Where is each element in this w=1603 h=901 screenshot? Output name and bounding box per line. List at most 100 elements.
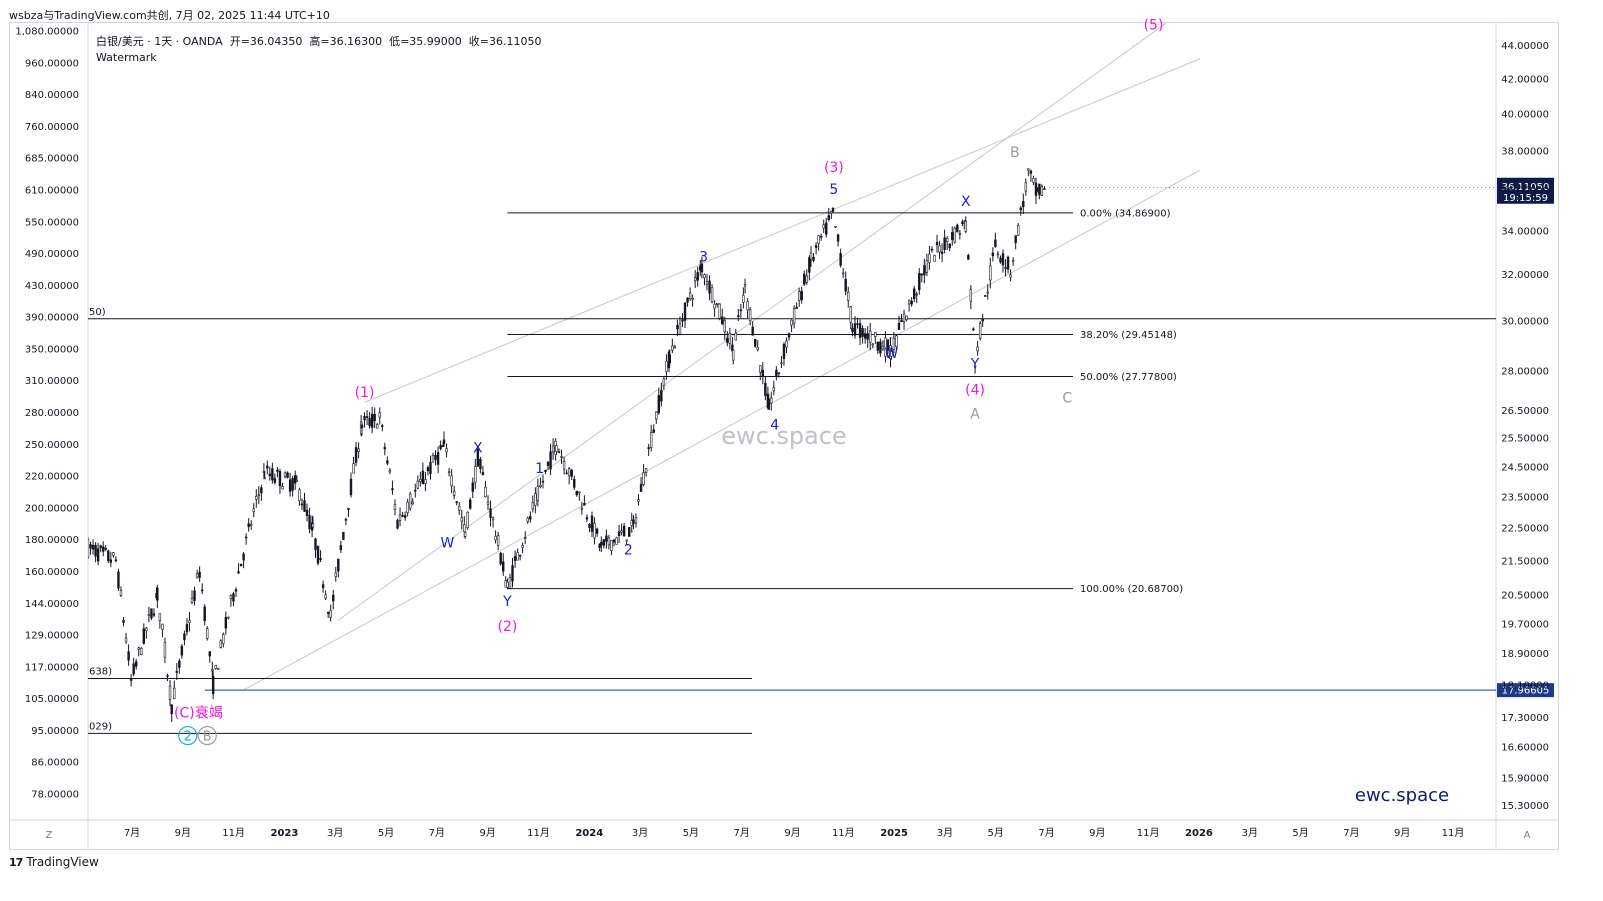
candle bbox=[232, 593, 235, 602]
candle bbox=[291, 478, 294, 491]
horizontal-line-price-tag[interactable] bbox=[1497, 683, 1554, 698]
channel-line[interactable] bbox=[243, 169, 1201, 691]
wave-label[interactable]: (2) bbox=[498, 619, 518, 635]
wave-label[interactable]: B bbox=[1010, 145, 1020, 161]
wave-label[interactable]: (1) bbox=[355, 385, 375, 401]
wave-label[interactable]: (3) bbox=[824, 160, 844, 176]
candle bbox=[1009, 274, 1012, 278]
right-axis-tick-label: 24.50000 bbox=[1501, 462, 1549, 473]
wave-label[interactable]: (5) bbox=[1144, 17, 1164, 33]
time-axis-tick-label: 5月 bbox=[988, 827, 1004, 839]
candle bbox=[920, 273, 924, 276]
time-axis-tick-label: 7月 bbox=[124, 827, 140, 839]
candle bbox=[295, 480, 299, 482]
candle bbox=[142, 628, 146, 644]
candle bbox=[549, 451, 552, 470]
candle bbox=[797, 291, 801, 301]
center-watermark: ewc.space bbox=[721, 422, 847, 450]
candle bbox=[193, 590, 196, 601]
current-price-tag[interactable] bbox=[1497, 177, 1554, 204]
candle bbox=[286, 472, 289, 478]
wave-label[interactable]: 3 bbox=[699, 249, 708, 265]
candle bbox=[1035, 187, 1039, 192]
candle bbox=[696, 272, 699, 281]
wave-label[interactable]: B bbox=[203, 730, 212, 745]
candle bbox=[278, 471, 282, 487]
candle bbox=[812, 256, 815, 261]
left-axis-tick-label: 610.00000 bbox=[25, 185, 79, 196]
wave-label[interactable]: C bbox=[1062, 390, 1072, 406]
wave-label[interactable]: A bbox=[970, 407, 980, 423]
time-axis-tick-label: 11月 bbox=[1442, 827, 1465, 839]
candle bbox=[173, 687, 176, 700]
candle bbox=[112, 552, 115, 556]
corner-left-button[interactable]: Z bbox=[46, 830, 53, 841]
candle bbox=[723, 319, 726, 333]
candle bbox=[203, 606, 206, 621]
level-label: 029) bbox=[89, 721, 112, 732]
wave-label[interactable]: 2 bbox=[184, 730, 192, 745]
left-axis-tick-label: 200.00000 bbox=[25, 503, 79, 514]
wave-label[interactable]: Y bbox=[502, 594, 512, 610]
candle bbox=[996, 253, 1000, 256]
candle bbox=[403, 515, 407, 518]
candle bbox=[541, 480, 545, 483]
candle bbox=[321, 584, 325, 589]
right-axis-tick-label: 25.50000 bbox=[1501, 434, 1549, 445]
candle bbox=[986, 291, 989, 294]
candle bbox=[1014, 235, 1017, 243]
candle bbox=[208, 651, 211, 657]
right-axis-tick-label: 22.50000 bbox=[1501, 524, 1549, 535]
candle bbox=[513, 556, 517, 561]
candle bbox=[94, 544, 97, 557]
wave-label[interactable]: Y bbox=[970, 356, 980, 372]
candle bbox=[329, 610, 332, 618]
candle bbox=[655, 411, 658, 420]
wave-label[interactable]: 衰竭 bbox=[195, 704, 223, 721]
candle bbox=[600, 541, 603, 546]
candle bbox=[991, 252, 995, 257]
candle bbox=[266, 465, 269, 469]
wave-circle bbox=[178, 725, 198, 746]
left-axis-tick-label: 180.00000 bbox=[25, 535, 79, 546]
wave-label[interactable]: 4 bbox=[770, 418, 779, 434]
wave-label[interactable]: (4) bbox=[965, 382, 985, 398]
candle bbox=[206, 628, 209, 639]
candle bbox=[419, 479, 422, 482]
candle bbox=[715, 303, 719, 305]
candle bbox=[861, 328, 864, 337]
channel-line[interactable] bbox=[364, 58, 1201, 403]
corner-right-button[interactable]: A bbox=[1524, 830, 1531, 841]
tradingview-logo[interactable]: 17 TradingView bbox=[9, 855, 99, 869]
candle bbox=[476, 449, 480, 467]
wave-label[interactable]: 5 bbox=[829, 182, 838, 198]
candle bbox=[560, 456, 563, 458]
symbol-info: 白银/美元 · 1天 · OANDA 开=36.04350 高=36.16300… bbox=[96, 34, 542, 48]
candle bbox=[200, 589, 204, 592]
wave-label[interactable]: X bbox=[961, 194, 971, 210]
candle bbox=[814, 245, 818, 248]
candle bbox=[923, 265, 926, 276]
wave-label[interactable]: 1 bbox=[535, 461, 544, 477]
wave-label[interactable]: 2 bbox=[624, 542, 633, 558]
wave-label[interactable]: (C) bbox=[174, 705, 195, 721]
candle bbox=[168, 685, 172, 701]
right-axis-tick-label: 20.50000 bbox=[1501, 591, 1549, 602]
candle bbox=[489, 508, 492, 518]
candle bbox=[349, 478, 353, 496]
candle bbox=[436, 452, 440, 465]
candle bbox=[1017, 225, 1020, 236]
wave-label[interactable]: X bbox=[473, 440, 483, 456]
candle bbox=[732, 349, 735, 361]
candle bbox=[703, 274, 706, 279]
candle bbox=[305, 509, 309, 516]
wave-label[interactable]: W bbox=[884, 346, 898, 362]
wave-label[interactable]: W bbox=[440, 536, 454, 552]
candle bbox=[252, 508, 255, 513]
candle bbox=[886, 340, 890, 351]
candle bbox=[583, 502, 586, 506]
candle bbox=[508, 577, 512, 589]
time-axis-tick-label: 5月 bbox=[1292, 827, 1308, 839]
candle bbox=[718, 303, 721, 319]
